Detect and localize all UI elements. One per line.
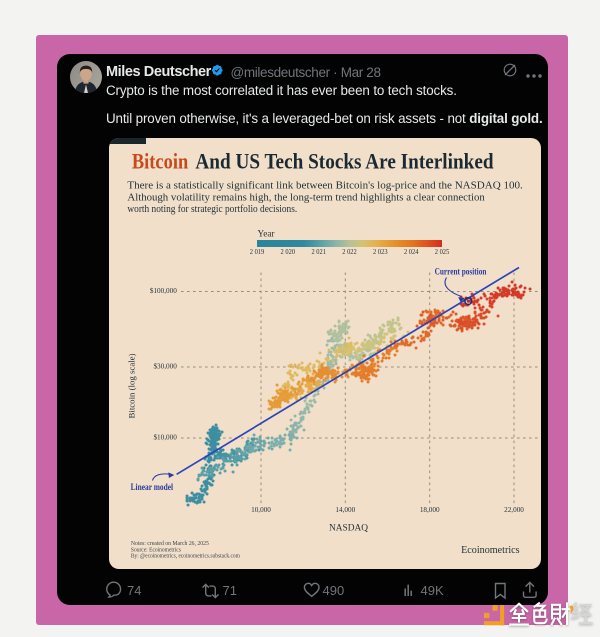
svg-text:Year: Year (258, 229, 276, 239)
svg-text:2 023: 2 023 (373, 247, 388, 255)
svg-text:Current position: Current position (435, 267, 487, 277)
svg-text:Bitcoin (log scale): Bitcoin (log scale) (126, 353, 136, 418)
svg-text:18,000: 18,000 (420, 506, 440, 514)
svg-text:2 022: 2 022 (342, 247, 357, 255)
svg-text:2 021: 2 021 (311, 247, 326, 255)
svg-text:Ecoinometrics: Ecoinometrics (461, 545, 519, 556)
svg-text:There is a statistically signi: There is a statistically significant lin… (127, 179, 523, 191)
svg-text:10,000: 10,000 (251, 506, 271, 514)
svg-text:$30,000: $30,000 (153, 362, 177, 370)
svg-text:$100,000: $100,000 (150, 287, 177, 295)
svg-text:2 024: 2 024 (404, 247, 419, 255)
svg-text:Bitcoin: Bitcoin (132, 148, 188, 173)
svg-text:49K: 49K (421, 583, 444, 598)
svg-text:74: 74 (127, 583, 141, 598)
svg-text:worth noting for strategic por: worth noting for strategic portfolio dec… (127, 203, 297, 215)
svg-text:2 025: 2 025 (435, 247, 450, 255)
svg-text:22,000: 22,000 (504, 506, 524, 514)
svg-text:$10,000: $10,000 (153, 433, 177, 441)
svg-text:By: @ecoinometrics, ecoinometr: By: @ecoinometrics, ecoinometrics.substa… (131, 552, 240, 559)
svg-text:2 019: 2 019 (250, 247, 265, 255)
svg-text:And US Tech Stocks Are Interli: And US Tech Stocks Are Interlinked (195, 148, 493, 173)
svg-text:Notes: created on March 26, 20: Notes: created on March 26, 2025 (131, 539, 209, 546)
svg-text:NASDAQ: NASDAQ (329, 522, 368, 533)
svg-text:Although volatility remains hi: Although volatility remains high, the lo… (127, 191, 485, 203)
svg-text:Source: Ecoinometrics: Source: Ecoinometrics (131, 546, 182, 553)
svg-text:71: 71 (223, 583, 237, 598)
svg-text:14,000: 14,000 (335, 506, 355, 514)
svg-text:2 020: 2 020 (281, 247, 296, 255)
svg-text:Linear model: Linear model (131, 482, 174, 492)
svg-text:490: 490 (323, 583, 345, 598)
